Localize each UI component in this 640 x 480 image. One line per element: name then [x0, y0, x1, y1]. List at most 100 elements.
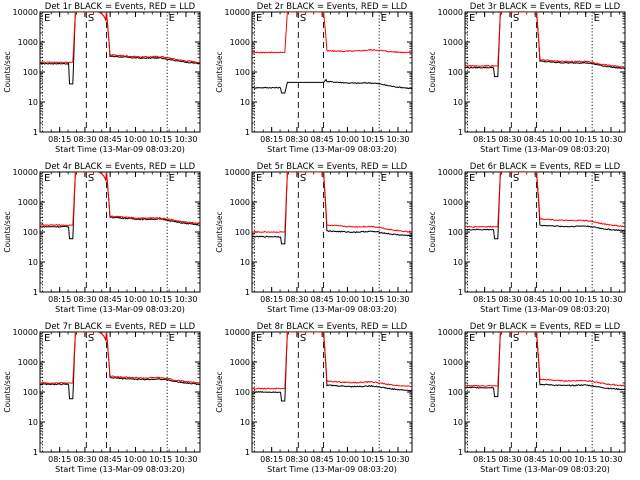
- y-tick-label: 10: [240, 98, 250, 107]
- x-tick-label: 10:15: [149, 135, 172, 144]
- y-tick-label: 1000: [18, 38, 38, 47]
- lld-series-line: [465, 172, 625, 228]
- y-tick-label: 100: [235, 388, 250, 397]
- y-axis-label: Counts/sec: [3, 51, 12, 92]
- x-axis-label: Start Time (13-Mar-09 08:03:20): [55, 465, 185, 474]
- marker-label: E: [381, 173, 387, 184]
- x-tick-label: 08:30: [285, 295, 308, 304]
- panel-title: Det 7r BLACK = Events, RED = LLD: [45, 322, 196, 332]
- x-tick-label: 10:30: [386, 135, 409, 144]
- x-tick-label: 08:30: [285, 135, 308, 144]
- detector-panel: Det 4r BLACK = Events, RED = LLD 1 10 100 10…: [3, 162, 201, 314]
- x-tick-label: 10:30: [599, 295, 622, 304]
- marker-label: E: [594, 173, 600, 184]
- x-tick-label: 10:00: [124, 455, 147, 464]
- marker-label: S: [300, 333, 306, 344]
- y-tick-label: 10000: [13, 328, 38, 337]
- y-tick-label: 1000: [443, 358, 463, 367]
- x-tick-label: 10:00: [549, 455, 572, 464]
- y-tick-label: 100: [448, 228, 463, 237]
- marker-label: E: [44, 173, 50, 184]
- marker-label: E: [169, 13, 175, 24]
- detector-panel: Det 1r BLACK = Events, RED = LLD 1 10 100 10…: [3, 2, 201, 154]
- x-tick-label: 08:45: [524, 135, 547, 144]
- x-tick-label: 10:30: [599, 455, 622, 464]
- x-tick-label: 10:15: [361, 135, 384, 144]
- y-tick-label: 1000: [230, 198, 250, 207]
- plot-frame: [39, 11, 201, 133]
- x-tick-label: 08:45: [311, 135, 334, 144]
- y-tick-label: 1: [33, 448, 38, 457]
- panel-title: Det 3r BLACK = Events, RED = LLD: [470, 2, 621, 12]
- y-tick-label: 1000: [230, 38, 250, 47]
- y-tick-label: 100: [23, 68, 38, 77]
- y-tick-label: 10: [28, 258, 38, 267]
- x-tick-label: 10:15: [361, 455, 384, 464]
- x-tick-label: 10:00: [336, 135, 359, 144]
- plot-frame: [464, 171, 626, 293]
- y-tick-label: 1: [458, 448, 463, 457]
- panel-title: Det 9r BLACK = Events, RED = LLD: [470, 322, 621, 332]
- x-tick-label: 08:30: [285, 455, 308, 464]
- x-tick-label: 10:00: [124, 135, 147, 144]
- marker-label: E: [469, 13, 475, 24]
- x-tick-label: 10:30: [174, 455, 197, 464]
- y-tick-label: 10: [28, 98, 38, 107]
- y-axis-label: Counts/sec: [215, 211, 224, 252]
- marker-label: S: [513, 333, 519, 344]
- plot-frame: [39, 171, 201, 293]
- y-tick-label: 1: [33, 128, 38, 137]
- x-tick-label: 08:45: [99, 455, 122, 464]
- x-tick-label: 10:00: [549, 135, 572, 144]
- events-series-line: [252, 172, 412, 245]
- marker-label: S: [300, 13, 306, 24]
- lld-series-line: [252, 12, 412, 54]
- x-tick-label: 10:30: [386, 295, 409, 304]
- y-axis-label: Counts/sec: [215, 371, 224, 412]
- detector-panel: Det 7r BLACK = Events, RED = LLD 1 10 100 10…: [3, 322, 201, 474]
- detector-panel: Det 2r BLACK = Events, RED = LLD 1 10 100 10…: [215, 2, 413, 154]
- x-tick-label: 08:15: [473, 295, 496, 304]
- y-tick-label: 10000: [438, 328, 463, 337]
- marker-label: E: [256, 333, 262, 344]
- y-tick-label: 1000: [443, 38, 463, 47]
- y-tick-label: 1: [245, 448, 250, 457]
- marker-label: S: [300, 173, 306, 184]
- y-tick-label: 10000: [438, 8, 463, 17]
- y-tick-label: 100: [23, 388, 38, 397]
- x-tick-label: 10:00: [549, 295, 572, 304]
- marker-label: E: [256, 13, 262, 24]
- y-tick-label: 10: [240, 418, 250, 427]
- events-series-line: [465, 172, 625, 240]
- lld-series-line: [40, 332, 200, 385]
- x-tick-label: 08:45: [524, 455, 547, 464]
- y-tick-label: 1: [245, 288, 250, 297]
- panel-title: Det 2r BLACK = Events, RED = LLD: [257, 2, 408, 12]
- x-tick-label: 08:15: [473, 135, 496, 144]
- x-axis-label: Start Time (13-Mar-09 08:03:20): [267, 145, 397, 154]
- detector-panel: Det 5r BLACK = Events, RED = LLD 1 10 100 10…: [215, 162, 413, 314]
- detector-panel: Det 8r BLACK = Events, RED = LLD 1 10 100 10…: [215, 322, 413, 474]
- x-tick-label: 08:45: [311, 295, 334, 304]
- y-tick-label: 1: [33, 288, 38, 297]
- x-axis-label: Start Time (13-Mar-09 08:03:20): [55, 305, 185, 314]
- marker-label: E: [594, 333, 600, 344]
- x-tick-label: 08:15: [48, 455, 71, 464]
- y-axis-label: Counts/sec: [215, 51, 224, 92]
- y-tick-label: 1: [458, 288, 463, 297]
- panel-title: Det 1r BLACK = Events, RED = LLD: [45, 2, 196, 12]
- marker-label: S: [88, 13, 94, 24]
- y-tick-label: 100: [448, 68, 463, 77]
- x-axis-label: Start Time (13-Mar-09 08:03:20): [480, 465, 610, 474]
- detector-panel: Det 6r BLACK = Events, RED = LLD 1 10 100 10…: [428, 162, 626, 314]
- x-tick-label: 08:45: [99, 135, 122, 144]
- detector-panel: Det 3r BLACK = Events, RED = LLD 1 10 100 10…: [428, 2, 626, 154]
- x-tick-label: 10:15: [574, 135, 597, 144]
- detector-panel: Det 9r BLACK = Events, RED = LLD 1 10 100 10…: [428, 322, 626, 474]
- y-tick-label: 1000: [18, 198, 38, 207]
- lld-series-line: [252, 172, 412, 234]
- plot-frame: [464, 11, 626, 133]
- x-axis-label: Start Time (13-Mar-09 08:03:20): [267, 465, 397, 474]
- y-tick-label: 100: [23, 228, 38, 237]
- events-series-line: [465, 332, 625, 398]
